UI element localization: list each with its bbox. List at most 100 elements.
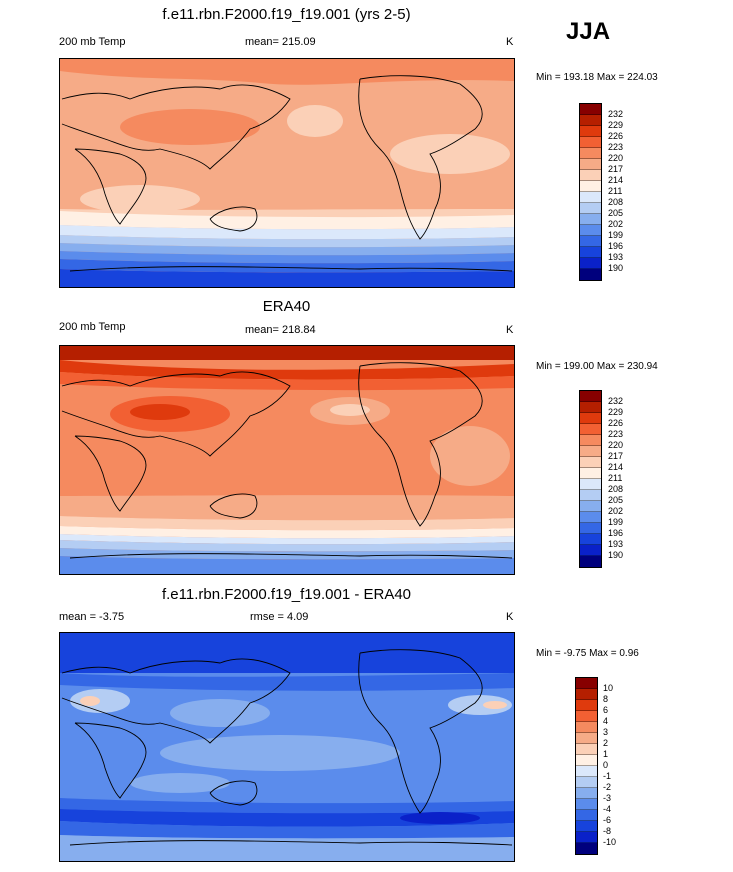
colorbar-swatch bbox=[576, 832, 597, 843]
colorbar-swatch bbox=[576, 799, 597, 810]
colorbar-swatch bbox=[580, 214, 601, 225]
panel-obs-center-label: mean= 218.84 bbox=[245, 324, 316, 336]
panel-diff-title: f.e11.rbn.F2000.f19_f19.001 - ERA40 bbox=[161, 586, 412, 603]
panel-obs-colorbar bbox=[579, 390, 602, 568]
colorbar-swatch bbox=[576, 744, 597, 755]
colorbar-tick-label: 193 bbox=[608, 252, 624, 262]
season-label: JJA bbox=[566, 18, 611, 45]
colorbar-tick-label: 223 bbox=[608, 429, 624, 439]
colorbar-swatch bbox=[580, 258, 601, 269]
colorbar-swatch bbox=[580, 402, 601, 413]
panel-model-map bbox=[59, 58, 515, 288]
panel-diff-map bbox=[59, 632, 515, 862]
panel-model-title: f.e11.rbn.F2000.f19_f19.001 (yrs 2-5) bbox=[162, 6, 411, 23]
panel-diff-mean: mean = -3.75 bbox=[59, 611, 125, 623]
colorbar-tick-label: 226 bbox=[608, 418, 624, 428]
panel-diff-minmax: Min = -9.75 Max = 0.96 bbox=[536, 648, 639, 659]
colorbar-swatch bbox=[580, 479, 601, 490]
colorbar-swatch bbox=[580, 490, 601, 501]
colorbar-tick-label: 202 bbox=[608, 219, 624, 229]
colorbar-swatch bbox=[576, 843, 597, 854]
colorbar-swatch bbox=[576, 700, 597, 711]
colorbar-tick-label: 199 bbox=[608, 230, 624, 240]
colorbar-swatch bbox=[576, 755, 597, 766]
colorbar-tick-label: 193 bbox=[608, 539, 624, 549]
colorbar-swatch bbox=[580, 159, 601, 170]
panel-model-center-label: mean= 215.09 bbox=[245, 36, 316, 48]
colorbar-tick-label: 190 bbox=[608, 550, 624, 560]
colorbar-swatch bbox=[580, 137, 601, 148]
colorbar-swatch bbox=[580, 435, 601, 446]
colorbar-swatch bbox=[580, 269, 601, 280]
panel-diff-colorbar bbox=[575, 677, 598, 855]
colorbar-tick-label: 205 bbox=[608, 208, 624, 218]
colorbar-swatch bbox=[580, 413, 601, 424]
colorbar-swatch bbox=[580, 247, 601, 258]
colorbar-swatch bbox=[576, 810, 597, 821]
colorbar-tick-label: 8 bbox=[603, 694, 609, 704]
colorbar-swatch bbox=[576, 788, 597, 799]
colorbar-swatch bbox=[580, 534, 601, 545]
colorbar-tick-label: 1 bbox=[603, 749, 609, 759]
colorbar-tick-label: 208 bbox=[608, 484, 624, 494]
colorbar-swatch bbox=[576, 689, 597, 700]
colorbar-tick-label: 217 bbox=[608, 164, 624, 174]
colorbar-tick-label: 217 bbox=[608, 451, 624, 461]
panel-model-colorbar bbox=[579, 103, 602, 281]
colorbar-swatch bbox=[580, 468, 601, 479]
panel-model-units: K bbox=[506, 36, 514, 48]
colorbar-tick-label: -10 bbox=[603, 837, 617, 847]
colorbar-tick-label: 232 bbox=[608, 109, 624, 119]
colorbar-tick-label: 3 bbox=[603, 727, 609, 737]
colorbar-swatch bbox=[580, 391, 601, 402]
panel-obs-title: ERA40 bbox=[262, 298, 311, 315]
colorbar-swatch bbox=[576, 733, 597, 744]
colorbar-swatch bbox=[580, 457, 601, 468]
colorbar-tick-label: 226 bbox=[608, 131, 624, 141]
colorbar-tick-label: 229 bbox=[608, 407, 624, 417]
colorbar-swatch bbox=[580, 236, 601, 247]
colorbar-swatch bbox=[576, 711, 597, 722]
colorbar-swatch bbox=[580, 446, 601, 457]
colorbar-tick-label: 4 bbox=[603, 716, 609, 726]
colorbar-tick-label: -4 bbox=[603, 804, 612, 814]
colorbar-tick-label: 214 bbox=[608, 175, 624, 185]
colorbar-tick-label: 232 bbox=[608, 396, 624, 406]
panel-model-left-label: 200 mb Temp bbox=[59, 36, 126, 48]
colorbar-swatch bbox=[576, 678, 597, 689]
colorbar-swatch bbox=[580, 203, 601, 214]
panel-diff-rmse: rmse = 4.09 bbox=[250, 611, 309, 623]
panel-obs-left-label: 200 mb Temp bbox=[59, 321, 126, 333]
colorbar-tick-label: 211 bbox=[608, 186, 623, 196]
colorbar-swatch bbox=[580, 545, 601, 556]
panel-obs-units: K bbox=[506, 324, 514, 336]
panel-obs-map bbox=[59, 345, 515, 575]
colorbar-tick-label: -3 bbox=[603, 793, 612, 803]
colorbar-tick-label: 2 bbox=[603, 738, 609, 748]
colorbar-tick-label: 196 bbox=[608, 241, 624, 251]
colorbar-swatch bbox=[580, 170, 601, 181]
colorbar-swatch bbox=[576, 766, 597, 777]
colorbar-tick-label: 220 bbox=[608, 440, 624, 450]
colorbar-swatch bbox=[576, 821, 597, 832]
colorbar-tick-label: 211 bbox=[608, 473, 623, 483]
colorbar-tick-label: 223 bbox=[608, 142, 624, 152]
panel-model-minmax: Min = 193.18 Max = 224.03 bbox=[536, 72, 658, 83]
colorbar-tick-label: -8 bbox=[603, 826, 612, 836]
colorbar-tick-label: 199 bbox=[608, 517, 624, 527]
colorbar-tick-label: 6 bbox=[603, 705, 609, 715]
panel-obs-minmax: Min = 199.00 Max = 230.94 bbox=[536, 361, 658, 372]
colorbar-swatch bbox=[580, 225, 601, 236]
colorbar-tick-label: 208 bbox=[608, 197, 624, 207]
colorbar-swatch bbox=[580, 424, 601, 435]
colorbar-swatch bbox=[576, 777, 597, 788]
colorbar-tick-label: -6 bbox=[603, 815, 612, 825]
colorbar-swatch bbox=[580, 181, 601, 192]
colorbar-swatch bbox=[580, 192, 601, 203]
colorbar-swatch bbox=[580, 126, 601, 137]
colorbar-tick-label: 202 bbox=[608, 506, 624, 516]
colorbar-tick-label: 220 bbox=[608, 153, 624, 163]
colorbar-swatch bbox=[580, 104, 601, 115]
colorbar-swatch bbox=[580, 115, 601, 126]
colorbar-tick-label: 190 bbox=[608, 263, 624, 273]
